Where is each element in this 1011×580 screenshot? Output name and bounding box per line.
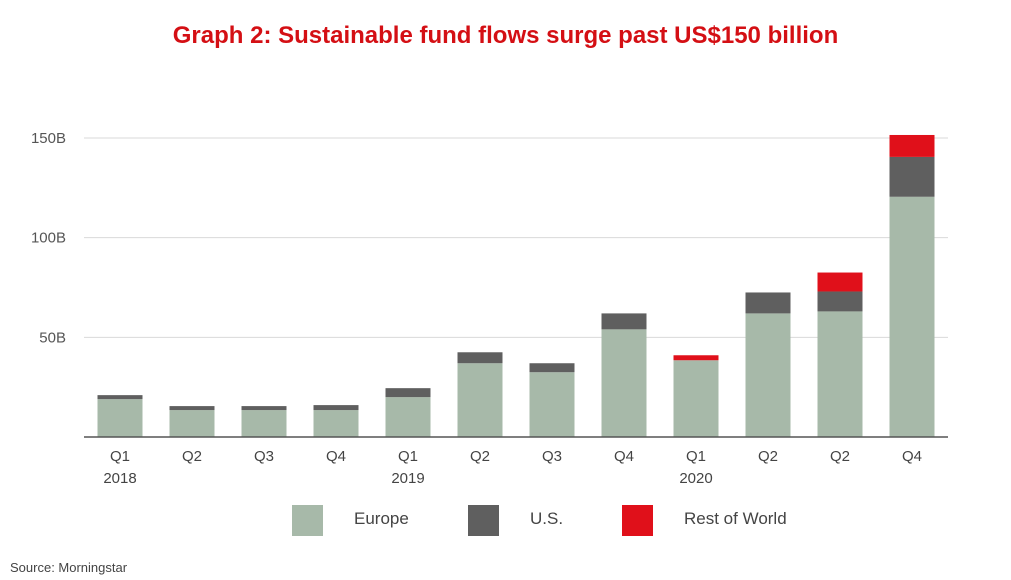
bar-europe (601, 329, 647, 437)
bar-u-s (97, 395, 143, 400)
bar-u-s (457, 352, 503, 364)
bar-u-s (313, 405, 359, 411)
chart-legend: Europe U.S. Rest of World (0, 505, 1011, 539)
legend-swatch (292, 505, 323, 536)
x-tick-label: Q3 (254, 448, 274, 465)
bar-u-s (241, 406, 287, 411)
bar-europe (529, 372, 575, 437)
legend-swatch (468, 505, 499, 536)
bar-europe (169, 410, 215, 437)
x-tick-year-label: 2018 (103, 470, 136, 487)
bar-rest-of-world (889, 134, 935, 157)
bar-europe (241, 410, 287, 437)
bar-u-s (601, 313, 647, 330)
bar-u-s (169, 406, 215, 411)
bar-u-s (385, 388, 431, 398)
bar-u-s (889, 156, 935, 197)
y-tick-label: 100B (31, 230, 66, 247)
x-tick-label: Q4 (902, 448, 922, 465)
bar-rest-of-world (673, 355, 719, 361)
x-tick-label: Q1 (110, 448, 130, 465)
bar-europe (889, 196, 935, 437)
legend-swatch (622, 505, 653, 536)
x-tick-label: Q4 (326, 448, 346, 465)
bar-europe (745, 313, 791, 437)
x-tick-label: Q2 (758, 448, 778, 465)
legend-label: Europe (354, 509, 409, 528)
x-tick-year-label: 2020 (679, 470, 712, 487)
x-tick-year-label: 2019 (391, 470, 424, 487)
bar-u-s (529, 363, 575, 373)
bar-europe (313, 410, 359, 437)
bar-europe (817, 311, 863, 437)
y-tick-label: 150B (31, 130, 66, 147)
legend-label: U.S. (530, 509, 564, 528)
x-tick-label: Q1 (686, 448, 706, 465)
chart-title: Graph 2: Sustainable fund flows surge pa… (172, 22, 839, 49)
source-note: Source: Morningstar (10, 560, 128, 575)
x-tick-label: Q2 (182, 448, 202, 465)
x-tick-label: Q3 (542, 448, 562, 465)
y-tick-label: 50B (39, 329, 66, 346)
bar-europe (457, 363, 503, 437)
bar-europe (97, 399, 143, 437)
x-tick-label: Q4 (614, 448, 634, 465)
chart-plot: 50B 100B 150B Q1 2018 Q2 Q3 Q4 Q1 2019 Q2 Q3 Q4 Q1 202… (31, 130, 948, 487)
legend-label: Rest of World (684, 509, 787, 528)
x-tick-label: Q1 (398, 448, 418, 465)
bar-europe (673, 360, 719, 437)
bar-rest-of-world (817, 272, 863, 292)
x-tick-label: Q2 (470, 448, 490, 465)
bar-u-s (817, 291, 863, 312)
x-tick-label: Q2 (830, 448, 850, 465)
bar-europe (385, 397, 431, 437)
bar-u-s (745, 292, 791, 314)
